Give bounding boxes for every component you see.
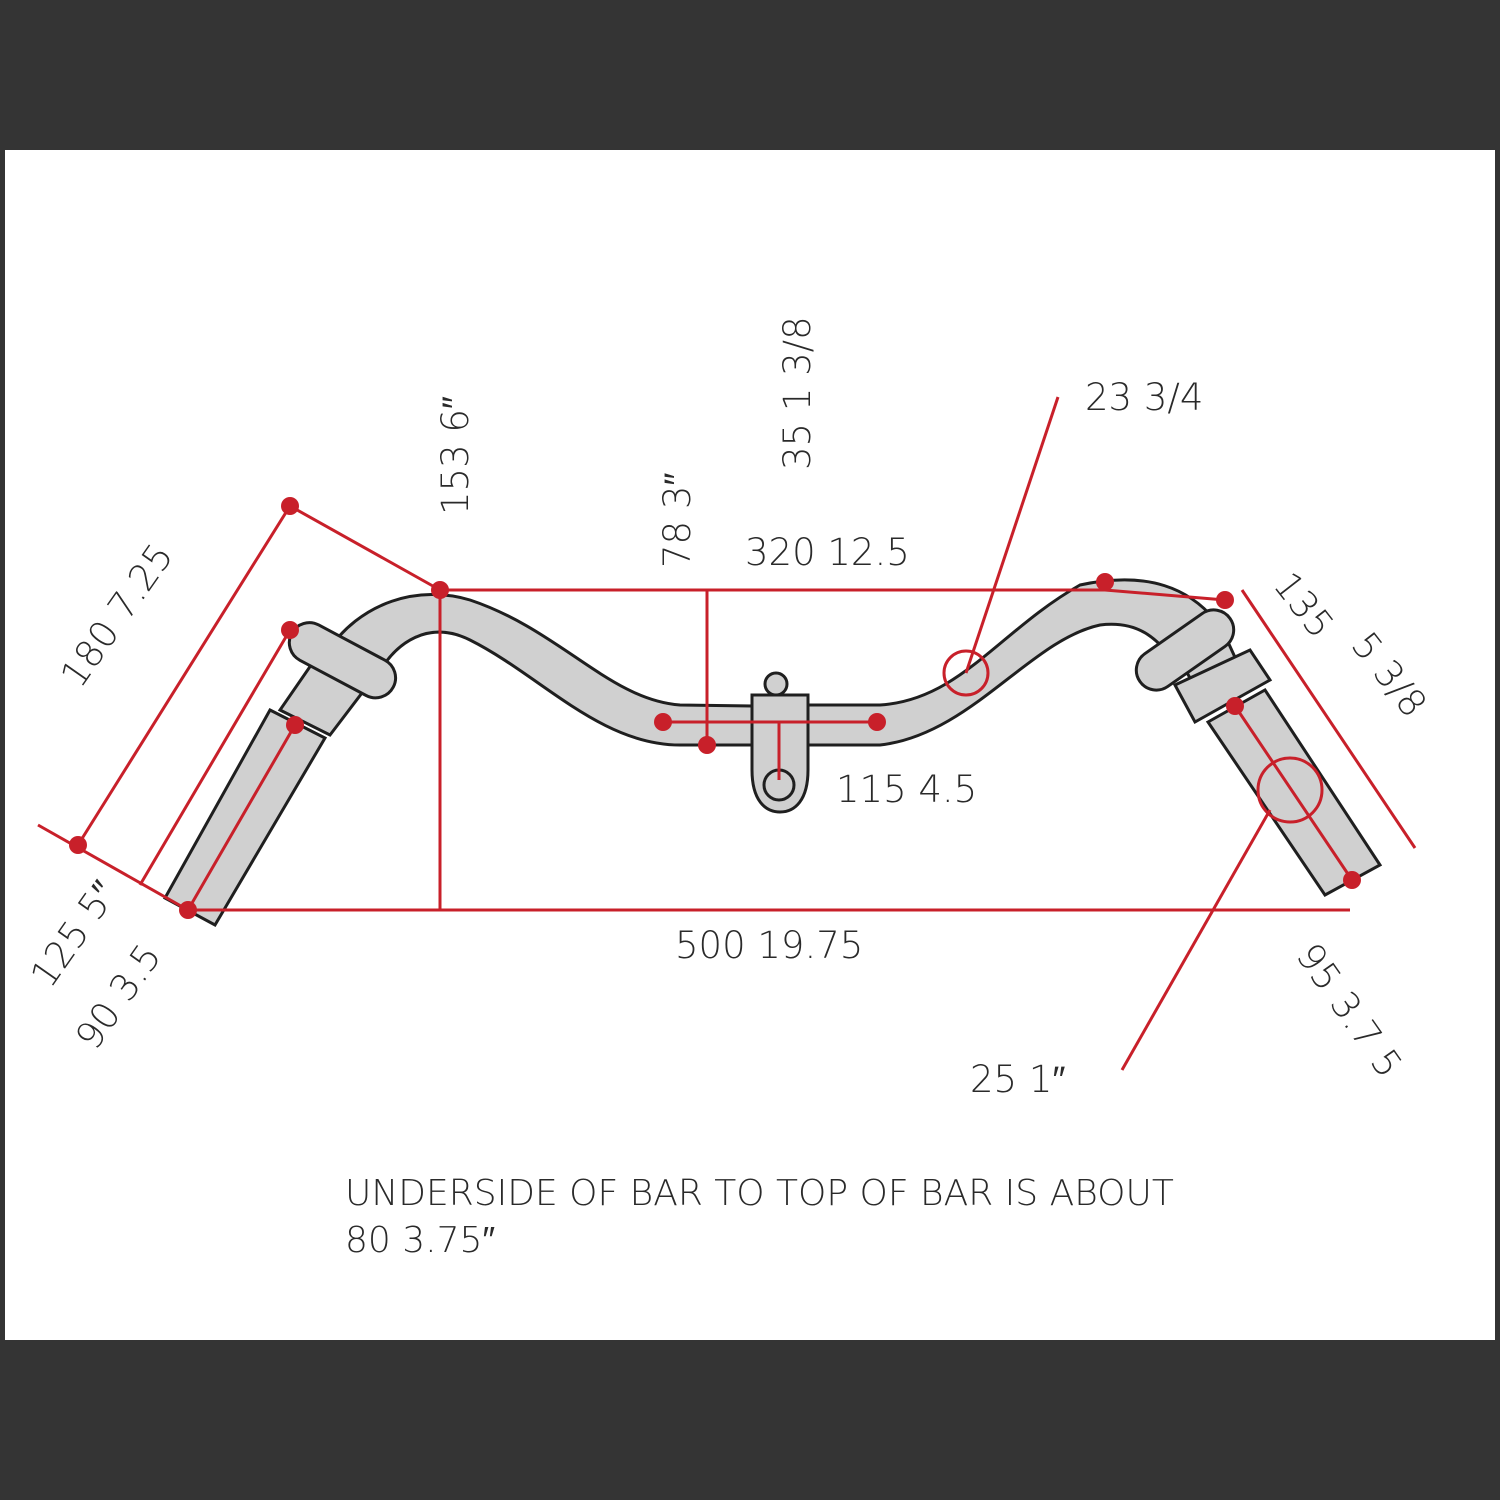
stem-bolt-top — [763, 671, 789, 697]
label-grip-angle-length: 180 7.25 — [52, 536, 182, 696]
label-rise: 153 6″ — [434, 396, 477, 515]
grip-diameter-circle — [1256, 756, 1324, 824]
label-grip-length-right: 95 3.7 5 — [1288, 935, 1411, 1085]
right-lever — [1134, 608, 1236, 692]
label-clamp-width: 115 4.5 — [836, 768, 977, 811]
label-right-upper-in: 5 3/8 — [1343, 624, 1435, 725]
note-line-2: 80 3.75″ — [345, 1220, 495, 1261]
label-bar-diameter: 23 3/4 — [1085, 376, 1203, 419]
measure-points — [69, 497, 1361, 919]
note-line-1: UNDERSIDE OF BAR TO TOP OF BAR IS ABOUT — [345, 1173, 1174, 1214]
label-total-width: 500 19.75 — [675, 924, 863, 967]
left-grip — [162, 708, 328, 928]
label-grip-diameter: 25 1″ — [970, 1058, 1065, 1101]
bar-diameter-circle — [942, 649, 990, 697]
right-clamp — [1172, 648, 1273, 725]
label-clamp-diameter: 35 1 3/8 — [776, 316, 819, 470]
label-right-upper-mm: 135 — [1265, 564, 1342, 646]
label-top-width: 320 12.5 — [745, 531, 910, 574]
label-stem-height: 78 3″ — [656, 473, 699, 568]
dimension-lines — [37, 396, 1417, 1071]
